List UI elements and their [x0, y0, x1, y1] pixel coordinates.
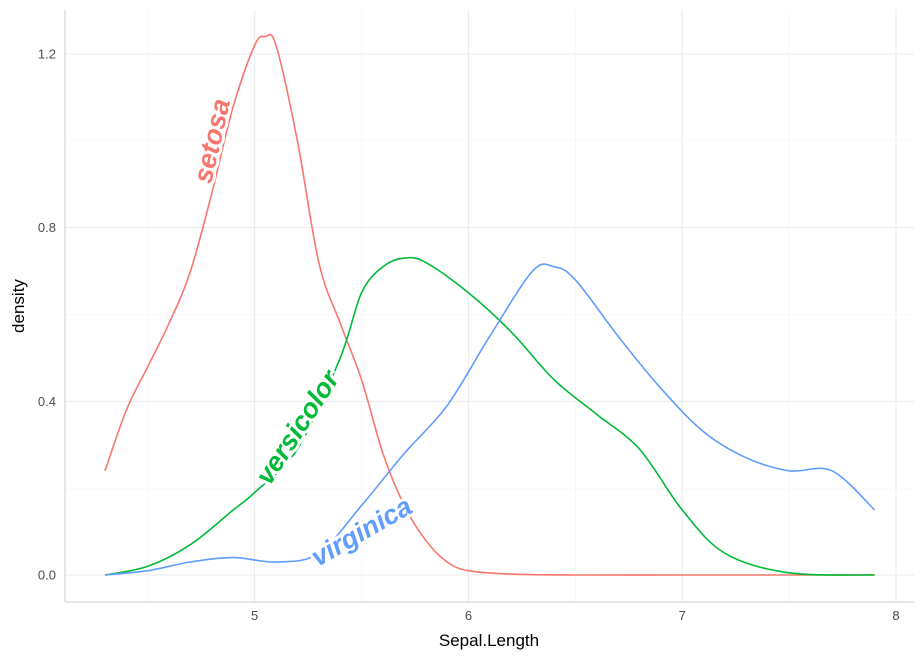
axes: [64, 10, 914, 603]
y-tick-label: 0.4: [38, 394, 56, 409]
y-axis-title: density: [9, 279, 28, 333]
density-curves: [104, 33, 876, 576]
y-tick-label: 0.8: [38, 220, 56, 235]
x-tick-label: 7: [679, 608, 686, 623]
tick-labels: 5 6 7 8 0.0 0.4 0.8 1.2: [38, 47, 900, 624]
versicolor-curve-label: versicolor: [250, 364, 346, 490]
versicolor-density-line: [104, 256, 875, 576]
x-tick-label: 8: [892, 608, 899, 623]
y-tick-label: 1.2: [38, 47, 56, 62]
virginica-density-line: [104, 263, 876, 576]
grid: [65, 10, 914, 602]
y-tick-label: 0.0: [38, 568, 56, 583]
versicolor-label-group: versicolor: [247, 361, 349, 493]
setosa-density-line: [104, 33, 875, 576]
x-tick-label: 6: [465, 608, 472, 623]
x-tick-label: 5: [251, 608, 258, 623]
x-axis-title: Sepal.Length: [439, 631, 539, 650]
